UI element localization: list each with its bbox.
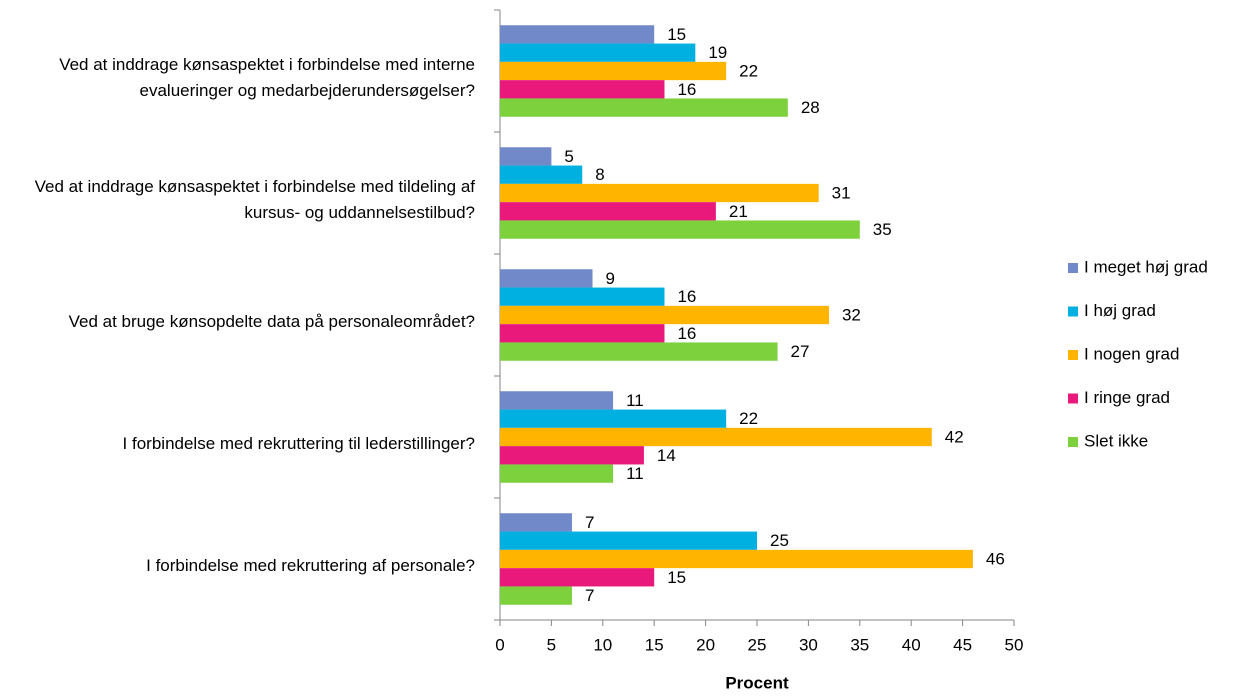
- legend-label: I meget høj grad: [1084, 257, 1208, 276]
- bar: [500, 549, 973, 569]
- data-label: 46: [986, 549, 1005, 568]
- data-label: 11: [626, 391, 644, 410]
- bar: [500, 269, 593, 288]
- data-label: 7: [585, 513, 594, 532]
- data-label: 19: [708, 43, 727, 62]
- data-label: 7: [585, 586, 594, 605]
- bar: [500, 586, 572, 605]
- data-label: 15: [667, 568, 686, 587]
- data-label: 22: [739, 409, 758, 428]
- x-tick-label: 0: [495, 635, 504, 654]
- bar: [500, 287, 665, 306]
- x-tick-label: 45: [953, 635, 972, 654]
- data-label: 16: [677, 287, 696, 306]
- legend-swatch: [1068, 263, 1078, 273]
- data-label: 42: [945, 427, 964, 446]
- bar: [500, 409, 727, 428]
- data-label: 5: [564, 147, 573, 166]
- bar: [500, 427, 932, 447]
- bar: [500, 391, 614, 410]
- category-label: I forbindelse med rekruttering til leder…: [123, 434, 475, 453]
- bar: [500, 183, 819, 203]
- bar: [500, 43, 696, 62]
- data-label: 35: [873, 220, 892, 239]
- bar: [500, 568, 655, 587]
- data-label: 32: [842, 305, 861, 324]
- bar: [500, 342, 778, 361]
- bar: [500, 61, 727, 81]
- bar: [500, 513, 572, 532]
- data-label: 9: [606, 269, 615, 288]
- bar: [500, 165, 583, 184]
- legend-label: Slet ikke: [1084, 431, 1148, 450]
- data-label: 16: [677, 80, 696, 99]
- x-tick-label: 30: [799, 635, 818, 654]
- bar: [500, 324, 665, 343]
- legend-swatch: [1068, 437, 1078, 447]
- legend-swatch: [1068, 306, 1078, 317]
- category-label: Ved at inddrage kønsaspektet i forbindel…: [35, 177, 476, 222]
- bar: [500, 202, 716, 221]
- x-tick-label: 5: [547, 635, 556, 654]
- category-label: I forbindelse med rekruttering af person…: [146, 556, 475, 575]
- legend-label: I ringe grad: [1084, 388, 1170, 407]
- legend-swatch: [1068, 350, 1078, 360]
- data-label: 27: [791, 342, 810, 361]
- data-label: 21: [729, 202, 748, 221]
- data-label: 8: [595, 165, 604, 184]
- category-label: Ved at inddrage kønsaspektet i forbindel…: [59, 55, 475, 100]
- category-label: Ved at bruge kønsopdelte data på persona…: [69, 312, 475, 331]
- x-tick-label: 35: [850, 635, 869, 654]
- x-tick-label: 10: [593, 635, 612, 654]
- x-tick-label: 40: [902, 635, 921, 654]
- bar: [500, 305, 829, 325]
- bar: [500, 531, 757, 550]
- bar: [500, 25, 655, 44]
- legend-label: I høj grad: [1084, 301, 1156, 320]
- data-label: 31: [832, 183, 851, 202]
- data-label: 16: [677, 324, 696, 343]
- bar: [500, 147, 552, 166]
- data-label: 11: [626, 464, 644, 483]
- bar: [500, 220, 860, 239]
- legend-swatch: [1068, 393, 1078, 404]
- bar: [500, 80, 665, 99]
- x-axis-label: Procent: [725, 673, 789, 692]
- x-tick-label: 15: [645, 635, 664, 654]
- data-label: 22: [739, 61, 758, 80]
- data-label: 25: [770, 531, 789, 550]
- x-tick-label: 25: [748, 635, 767, 654]
- bar: [500, 446, 644, 465]
- x-tick-label: 20: [696, 635, 715, 654]
- bar: [500, 464, 614, 483]
- bar: [500, 98, 788, 117]
- data-label: 15: [667, 25, 686, 44]
- data-label: 28: [801, 98, 820, 117]
- legend-label: I nogen grad: [1084, 344, 1179, 363]
- data-label: 14: [657, 446, 676, 465]
- x-tick-label: 50: [1005, 635, 1024, 654]
